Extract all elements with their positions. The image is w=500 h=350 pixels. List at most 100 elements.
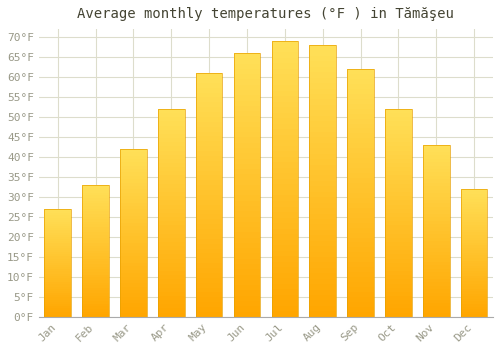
Bar [461,286,487,289]
Bar [82,195,109,198]
Bar [44,233,71,235]
Bar [234,111,260,116]
Bar [120,179,146,182]
Title: Average monthly temperatures (°F ) in Tămăşeu: Average monthly temperatures (°F ) in Tă… [78,7,454,21]
Bar [385,126,411,130]
Bar [120,159,146,162]
Bar [348,79,374,84]
Bar [234,259,260,264]
Bar [423,252,450,255]
Bar [272,47,298,52]
Bar [120,166,146,169]
Bar [310,99,336,105]
Bar [385,271,411,275]
Bar [385,188,411,192]
Bar [44,241,71,244]
Bar [44,250,71,252]
Bar [461,202,487,204]
Bar [234,206,260,211]
Bar [272,124,298,129]
Bar [82,282,109,285]
Bar [82,290,109,293]
Bar [348,213,374,218]
Bar [44,265,71,267]
Bar [196,229,222,234]
Bar [348,94,374,99]
Bar [461,222,487,225]
Bar [348,302,374,307]
Bar [120,303,146,307]
Bar [272,146,298,151]
Bar [196,175,222,180]
Bar [82,306,109,309]
Bar [158,184,184,188]
Bar [44,300,71,302]
Bar [234,116,260,121]
Bar [120,149,146,152]
Bar [423,255,450,258]
Bar [82,185,109,317]
Bar [385,159,411,163]
Bar [82,285,109,288]
Bar [348,247,374,252]
Bar [196,132,222,136]
Bar [423,196,450,200]
Bar [310,110,336,116]
Bar [158,296,184,300]
Bar [348,262,374,267]
Bar [272,251,298,256]
Bar [120,253,146,257]
Bar [120,250,146,253]
Bar [196,205,222,210]
Bar [310,279,336,284]
Bar [196,288,222,293]
Bar [44,259,71,261]
Bar [120,233,146,236]
Bar [82,188,109,190]
Bar [461,312,487,314]
Bar [234,248,260,253]
Bar [44,246,71,248]
Bar [310,116,336,121]
Bar [120,287,146,290]
Bar [234,138,260,143]
Bar [234,185,260,190]
Bar [385,121,411,126]
Bar [423,310,450,313]
Bar [461,271,487,273]
Bar [82,277,109,280]
Bar [385,267,411,271]
Bar [423,245,450,248]
Bar [272,300,298,306]
Bar [82,259,109,261]
Bar [234,85,260,90]
Bar [348,74,374,79]
Bar [461,227,487,230]
Bar [120,203,146,206]
Bar [348,198,374,203]
Bar [234,132,260,138]
Bar [196,185,222,190]
Bar [196,180,222,185]
Bar [310,45,336,317]
Bar [310,138,336,143]
Bar [158,279,184,284]
Bar [158,163,184,167]
Bar [272,245,298,251]
Bar [385,134,411,138]
Bar [44,280,71,282]
Bar [310,230,336,235]
Bar [461,238,487,240]
Bar [348,168,374,173]
Bar [158,313,184,317]
Bar [196,234,222,239]
Bar [310,224,336,230]
Bar [234,121,260,127]
Bar [423,238,450,241]
Bar [82,256,109,259]
Bar [423,296,450,300]
Bar [385,242,411,246]
Bar [120,290,146,293]
Bar [348,128,374,133]
Bar [158,271,184,275]
